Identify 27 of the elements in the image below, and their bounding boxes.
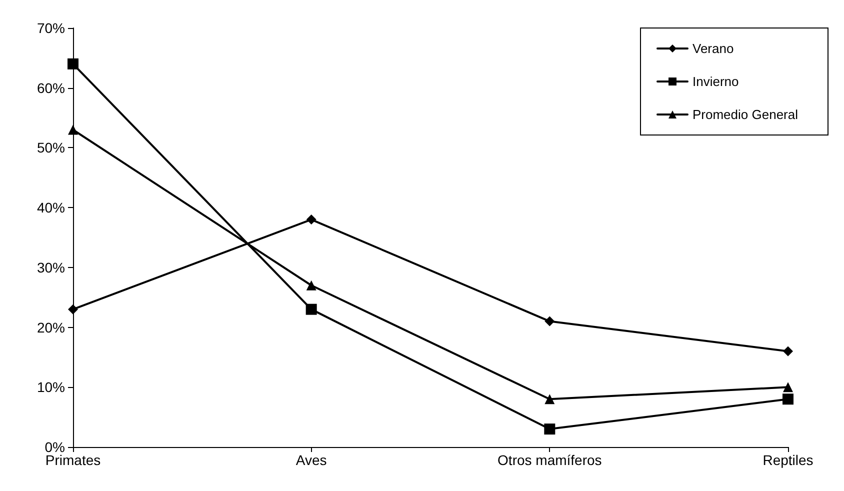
x-tick-label: Primates [45,452,101,468]
legend-label: Verano [692,41,734,56]
y-tick-label: 10% [36,379,65,396]
x-tick-label: Aves [296,452,327,468]
point [68,58,78,70]
y-tick-label: 70% [36,20,65,36]
y-tick-label: 30% [36,259,65,276]
point [68,124,78,135]
legend-label: Promedio General [692,107,798,122]
x-tick-label: Otros mamíferos [498,452,602,468]
point [782,394,794,405]
point [783,382,793,392]
legend-label: Invierno [692,74,739,89]
y-tick-label: 20% [36,319,65,336]
y-tick-label: 0% [44,439,65,455]
point [544,424,556,435]
point [306,280,316,290]
point [544,394,555,404]
y-tick-label: 50% [36,140,65,156]
point [306,214,316,225]
x-tick-label: Reptiles [762,452,814,468]
y-tick-label: 60% [36,80,65,96]
point [544,316,555,326]
point [783,346,793,356]
point [68,304,78,314]
point [306,304,317,315]
y-tick-label: 40% [36,200,65,216]
